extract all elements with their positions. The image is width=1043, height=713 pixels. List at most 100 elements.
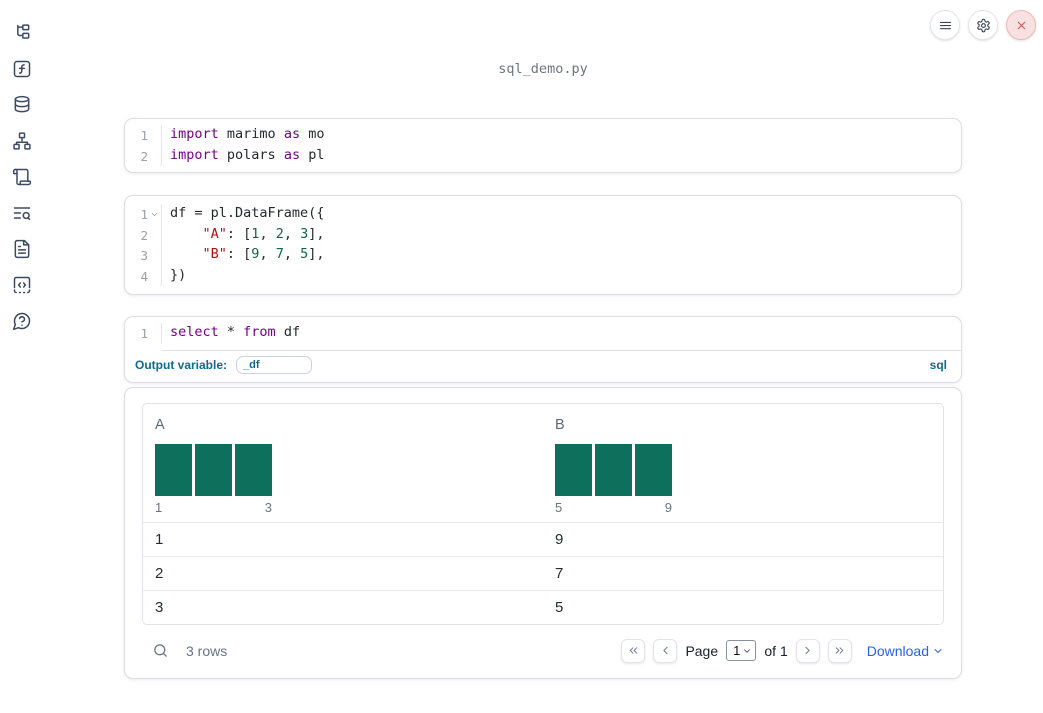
database-icon xyxy=(12,95,32,115)
last-page-button[interactable] xyxy=(827,638,852,663)
histogram-min: 5 xyxy=(555,499,563,515)
line-number: 3 xyxy=(140,248,148,263)
histogram-min: 1 xyxy=(155,499,163,515)
menu-button[interactable] xyxy=(930,10,960,40)
sidebar-function-square-button[interactable] xyxy=(10,57,34,81)
histogram-max: 9 xyxy=(664,499,672,515)
histogram-bar xyxy=(235,443,272,496)
pagination: Page 1 of 1 xyxy=(621,638,852,663)
search-icon[interactable] xyxy=(152,642,169,659)
code-text[interactable]: df = pl.DataFrame({ xyxy=(161,204,961,225)
fold-gutter xyxy=(148,245,161,266)
chevron-down-icon xyxy=(742,646,752,656)
column-histogram xyxy=(555,443,672,496)
code-text[interactable]: "B": [9, 7, 5], xyxy=(161,245,961,266)
page-label: Page xyxy=(685,642,719,659)
help-icon xyxy=(12,311,32,331)
snippets-icon xyxy=(12,275,32,295)
code-line: 2 "A": [1, 2, 3], xyxy=(125,224,961,246)
sidebar-file-text-button[interactable] xyxy=(10,237,34,261)
code-editor: 1 import marimo as mo 2 import polars as pl xyxy=(125,125,961,166)
page-total: of 1 xyxy=(764,642,788,659)
histogram-max: 3 xyxy=(264,499,272,515)
code-line: 1 import marimo as mo xyxy=(125,125,961,146)
page-select-value: 1 xyxy=(733,643,741,658)
table-cell: 2 xyxy=(155,564,164,582)
code-text[interactable]: "A": [1, 2, 3], xyxy=(161,224,961,245)
histogram-bar xyxy=(155,443,192,496)
line-number: 4 xyxy=(140,268,148,284)
chevron-down-icon xyxy=(932,645,944,657)
line-number: 1 xyxy=(140,207,148,222)
sidebar-help-button[interactable] xyxy=(10,309,34,333)
fold-gutter xyxy=(148,323,161,344)
histogram-bar xyxy=(595,443,632,496)
code-editor: 1 df = pl.DataFrame({2 "A": [1, 2, 3], 3 "… xyxy=(125,204,961,286)
sidebar-scroll-button[interactable] xyxy=(10,165,34,189)
next-page-button[interactable] xyxy=(795,638,820,663)
page-select[interactable]: 1 xyxy=(726,640,757,661)
table-footer: 3 rows Page 1 of 1 xyxy=(142,638,944,664)
chevrons-left-icon xyxy=(627,644,640,657)
code-line: 1 select * from df xyxy=(125,323,961,344)
file-text-icon xyxy=(12,239,32,259)
function-square-icon xyxy=(12,59,32,79)
row-count: 3 rows xyxy=(186,642,228,659)
fold-gutter xyxy=(148,266,161,287)
download-button[interactable]: Download xyxy=(867,643,944,659)
chevron-left-icon xyxy=(659,644,672,657)
code-line: 1 df = pl.DataFrame({ xyxy=(125,204,961,225)
scroll-icon xyxy=(12,167,32,187)
code-editor: 1 select * from df xyxy=(125,323,961,344)
line-number: 2 xyxy=(140,227,148,243)
dependency-graph-icon xyxy=(12,131,32,151)
sidebar-snippets-button[interactable] xyxy=(10,273,34,297)
chevrons-right-icon xyxy=(833,644,846,657)
file-tree-icon xyxy=(12,23,32,43)
divider xyxy=(161,349,961,351)
code-line: 2 import polars as pl xyxy=(125,145,961,167)
fold-gutter xyxy=(148,225,161,246)
output-variable-label: Output variable: xyxy=(135,357,228,372)
line-number: 1 xyxy=(140,326,148,341)
code-text[interactable]: select * from df xyxy=(161,323,961,344)
close-icon xyxy=(1015,19,1028,32)
table-cell: 7 xyxy=(555,564,564,582)
notebook: sql_demo.py 1 import marimo as mo 2 import … xyxy=(124,0,962,679)
sidebar-database-button[interactable] xyxy=(10,93,34,117)
text-search-icon xyxy=(12,203,32,223)
sidebar-file-tree-button[interactable] xyxy=(10,21,34,45)
output-variable-input[interactable] xyxy=(236,355,313,374)
first-page-button[interactable] xyxy=(621,638,646,663)
prev-page-button[interactable] xyxy=(653,638,678,663)
hamburger-icon xyxy=(938,18,953,33)
column-label: B xyxy=(555,416,565,433)
line-number: 2 xyxy=(140,148,148,164)
shutdown-button[interactable] xyxy=(1006,10,1036,40)
notebook-filename: sql_demo.py xyxy=(498,61,588,77)
code-text[interactable]: import marimo as mo xyxy=(161,125,961,146)
fold-gutter xyxy=(148,146,161,167)
histogram-bar xyxy=(195,443,232,496)
notebook-actions xyxy=(930,10,1036,40)
fold-chevron-icon[interactable] xyxy=(148,204,161,225)
code-text[interactable]: import polars as pl xyxy=(161,145,961,166)
fold-gutter xyxy=(148,125,161,146)
sidebar-dependency-graph-button[interactable] xyxy=(10,129,34,153)
line-number: 1 xyxy=(140,128,148,143)
table-cell: 5 xyxy=(555,598,564,616)
sql-language-badge[interactable]: sql xyxy=(929,357,947,372)
code-text[interactable]: }) xyxy=(161,265,961,286)
sidebar-text-search-button[interactable] xyxy=(10,201,34,225)
settings-button[interactable] xyxy=(968,10,998,40)
